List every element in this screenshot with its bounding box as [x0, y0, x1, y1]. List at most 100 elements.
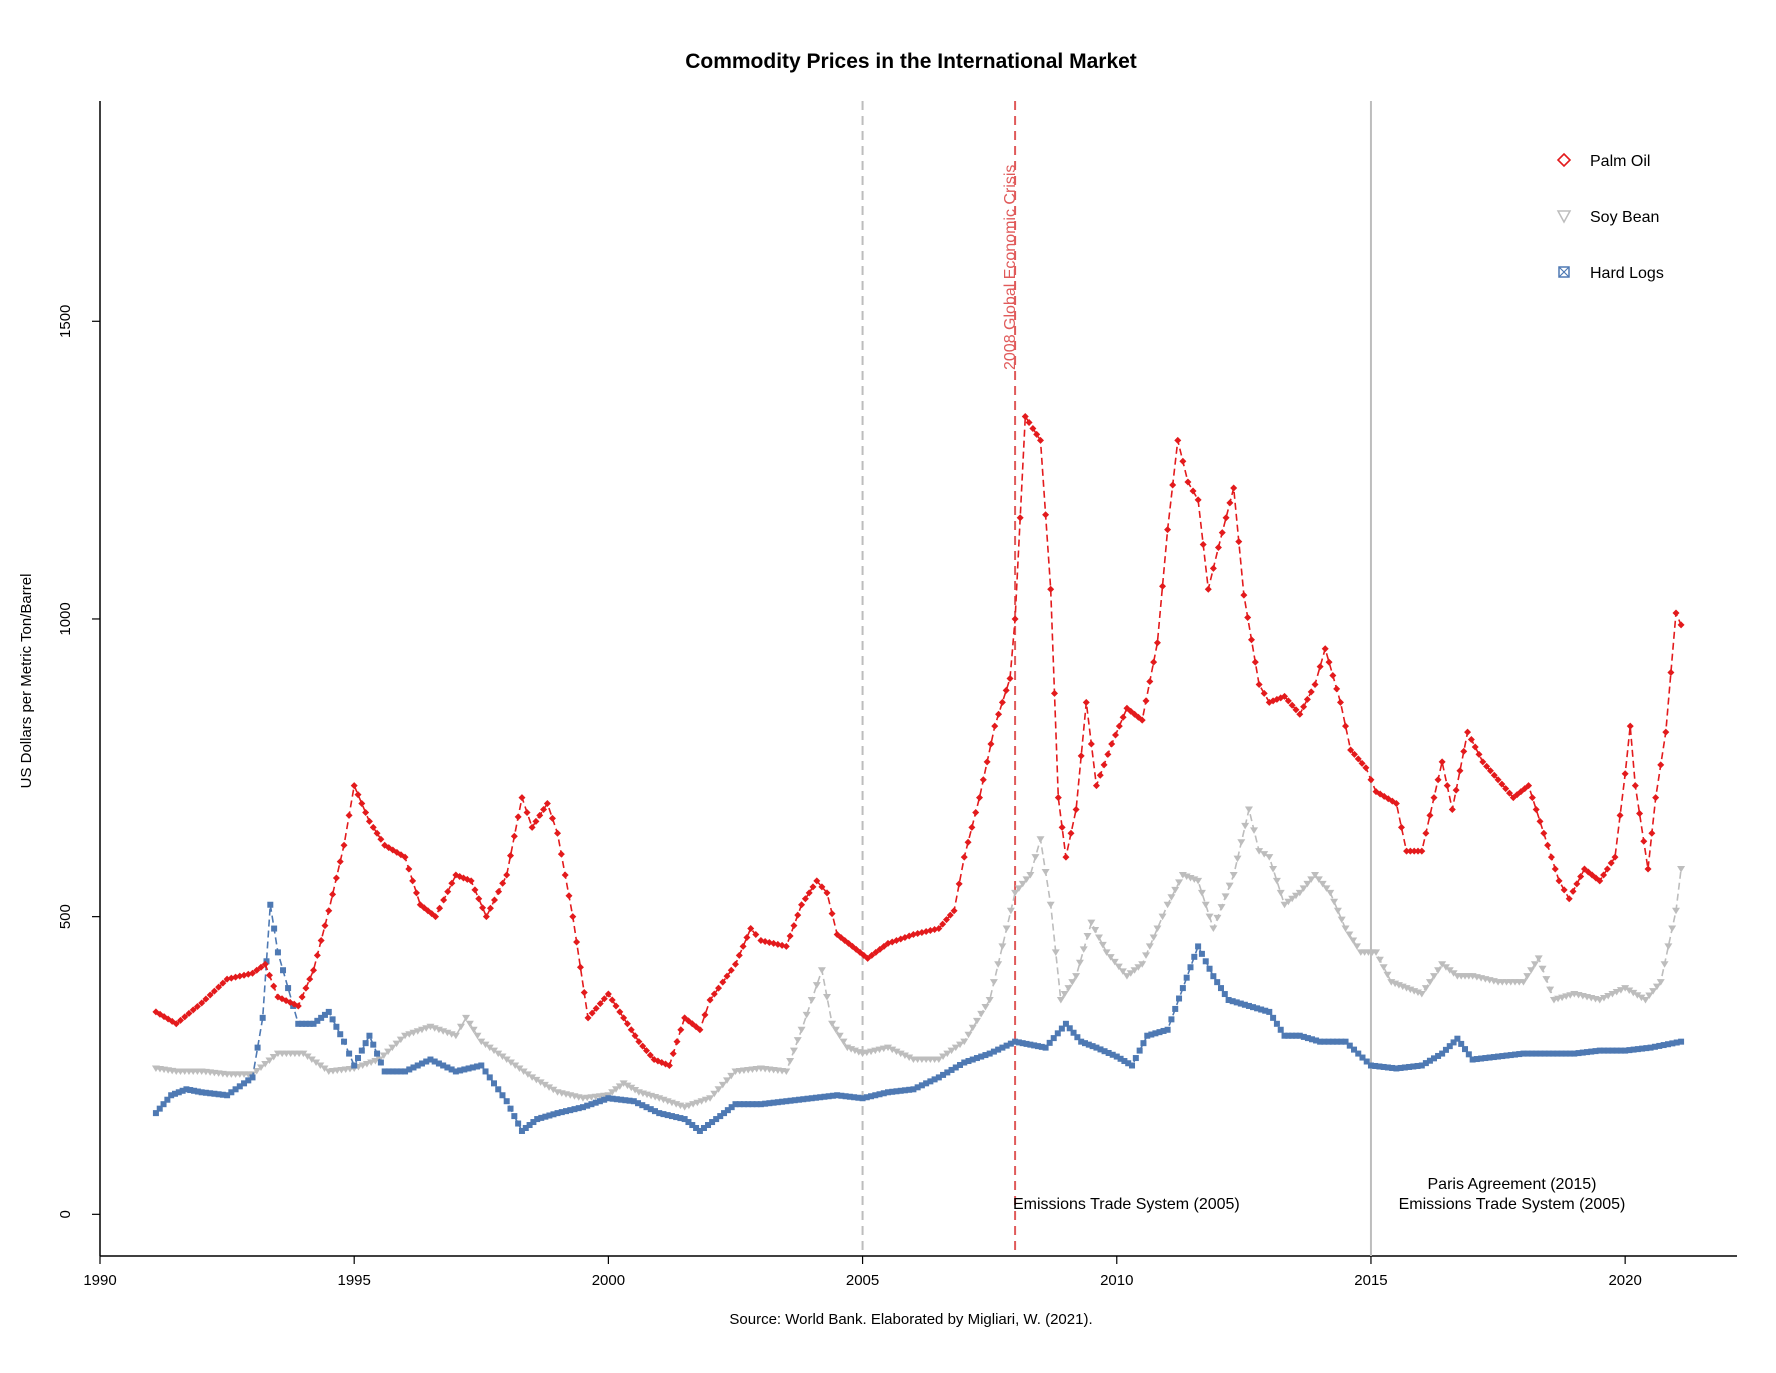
data-point-hard-logs	[1562, 1050, 1569, 1057]
data-point-soy-bean	[1421, 985, 1430, 992]
data-point-palm-oil	[1621, 770, 1629, 778]
x-tick-label: 1995	[338, 1272, 371, 1289]
series-layer	[151, 413, 1686, 1134]
data-point-hard-logs	[1596, 1047, 1603, 1054]
data-point-hard-logs	[1622, 1047, 1629, 1054]
data-point-soy-bean	[786, 1058, 795, 1065]
data-point-hard-logs	[1401, 1064, 1408, 1071]
data-point-soy-bean	[1225, 882, 1234, 890]
chart-title: Commodity Prices in the International Ma…	[685, 50, 1137, 73]
data-point-hard-logs	[1617, 1047, 1624, 1054]
data-point-palm-oil	[1284, 697, 1292, 705]
data-point-soy-bean	[972, 1017, 981, 1025]
data-point-palm-oil	[1164, 526, 1172, 534]
data-point-palm-oil	[172, 1020, 180, 1028]
data-point-hard-logs	[1389, 1064, 1396, 1071]
data-point-soy-bean	[1523, 973, 1532, 980]
data-point-palm-oil	[1640, 837, 1648, 845]
data-point-soy-bean	[1527, 967, 1536, 974]
data-point-hard-logs	[1007, 1040, 1014, 1047]
data-point-hard-logs	[796, 1096, 803, 1103]
data-point-soy-bean	[1656, 979, 1665, 986]
data-point-hard-logs	[393, 1068, 400, 1075]
data-point-palm-oil	[872, 948, 880, 956]
data-point-hard-logs	[709, 1119, 716, 1126]
data-point-hard-logs	[1533, 1050, 1540, 1057]
data-point-hard-logs	[1229, 998, 1236, 1005]
data-point-soy-bean	[943, 1050, 952, 1058]
data-point-hard-logs	[613, 1096, 620, 1103]
data-point-soy-bean	[1011, 889, 1020, 897]
data-point-hard-logs	[753, 1101, 760, 1108]
series-hard-logs	[152, 901, 1685, 1134]
data-point-palm-oil	[1230, 484, 1238, 492]
data-point-palm-oil	[1189, 487, 1197, 495]
data-point-hard-logs	[310, 1020, 317, 1027]
data-point-hard-logs	[457, 1067, 464, 1074]
data-point-hard-logs	[299, 1020, 306, 1027]
data-point-hard-logs	[1458, 1040, 1465, 1047]
data-point-hard-logs	[1012, 1038, 1019, 1045]
data-point-hard-logs	[1050, 1035, 1057, 1042]
data-point-hard-logs	[1270, 1014, 1277, 1021]
data-point-soy-bean	[1018, 880, 1027, 888]
data-point-palm-oil	[665, 1061, 673, 1069]
data-point-hard-logs	[1148, 1031, 1155, 1038]
data-point-palm-oil	[448, 879, 456, 887]
data-point-hard-logs	[914, 1084, 921, 1091]
data-point-palm-oil	[1222, 514, 1230, 522]
data-point-soy-bean	[1241, 822, 1250, 830]
data-point-hard-logs	[346, 1050, 353, 1057]
data-point-hard-logs	[808, 1095, 815, 1102]
data-point-palm-oil	[436, 904, 444, 912]
data-point-soy-bean	[388, 1044, 397, 1052]
data-point-palm-oil	[723, 972, 731, 980]
data-point-soy-bean	[1114, 963, 1123, 971]
data-point-palm-oil	[950, 907, 958, 915]
data-point-soy-bean	[545, 1084, 554, 1091]
data-point-palm-oil	[1392, 800, 1400, 808]
data-point-palm-oil	[1047, 585, 1055, 593]
data-point-soy-bean	[706, 1095, 715, 1102]
data-point-hard-logs	[511, 1113, 518, 1120]
data-point-soy-bean	[960, 1038, 969, 1046]
data-point-soy-bean	[1072, 973, 1081, 980]
data-point-soy-bean	[1014, 885, 1023, 892]
data-point-soy-bean	[1130, 967, 1139, 974]
data-point-palm-oil	[979, 776, 987, 784]
data-point-soy-bean	[532, 1076, 541, 1084]
data-point-soy-bean	[1341, 925, 1350, 933]
data-point-hard-logs	[1338, 1038, 1345, 1045]
data-point-palm-oil	[1607, 859, 1615, 867]
data-point-soy-bean	[1091, 927, 1100, 934]
y-tick-label: 0	[57, 1210, 74, 1218]
data-point-soy-bean	[1002, 925, 1011, 933]
x-axis-label: Source: World Bank. Elaborated by Miglia…	[729, 1311, 1092, 1328]
data-point-palm-oil	[794, 911, 802, 919]
data-point-palm-oil	[565, 892, 573, 900]
y-tick-label: 1000	[57, 602, 74, 635]
data-point-hard-logs	[834, 1092, 841, 1099]
data-point-soy-bean	[680, 1104, 689, 1111]
data-point-hard-logs	[228, 1089, 235, 1096]
data-point-palm-oil	[557, 850, 565, 858]
data-point-palm-oil	[1016, 514, 1024, 522]
data-point-palm-oil	[444, 888, 452, 896]
data-point-palm-oil	[495, 888, 503, 896]
data-point-hard-logs	[1613, 1047, 1620, 1054]
data-point-palm-oil	[1072, 805, 1080, 813]
data-point-hard-logs	[351, 1062, 358, 1069]
data-point-hard-logs	[1473, 1056, 1480, 1063]
data-point-hard-logs	[630, 1098, 637, 1105]
data-point-hard-logs	[1046, 1039, 1053, 1046]
data-point-palm-oil	[995, 710, 1003, 718]
data-point-soy-bean	[371, 1058, 380, 1065]
data-point-palm-oil	[1067, 829, 1075, 837]
data-point-soy-bean	[1430, 973, 1439, 980]
data-point-soy-bean	[1265, 854, 1274, 861]
data-point-hard-logs	[397, 1068, 404, 1075]
data-point-hard-logs	[1152, 1030, 1159, 1037]
data-point-palm-oil	[1626, 722, 1634, 730]
data-point-soy-bean	[782, 1068, 791, 1075]
data-point-hard-logs	[355, 1055, 362, 1062]
